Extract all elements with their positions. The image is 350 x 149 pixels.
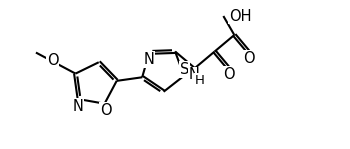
Text: N: N	[189, 67, 200, 83]
Text: S: S	[180, 62, 189, 77]
Text: O: O	[243, 51, 255, 66]
Text: OH: OH	[229, 8, 252, 24]
Text: O: O	[47, 53, 58, 68]
Text: H: H	[195, 73, 204, 87]
Text: O: O	[100, 103, 112, 118]
Text: N: N	[72, 99, 83, 114]
Text: N: N	[143, 52, 154, 67]
Text: O: O	[223, 67, 235, 82]
